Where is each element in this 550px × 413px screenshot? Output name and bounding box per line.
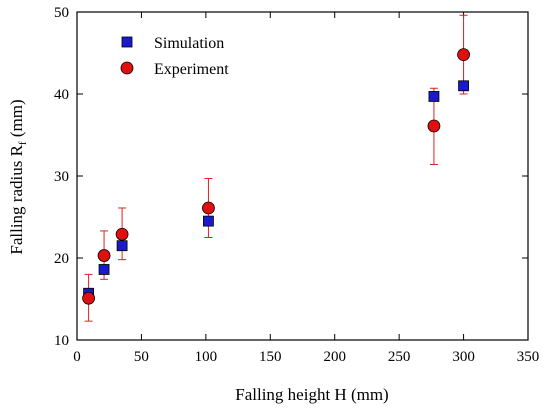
simulation-point [203,215,214,227]
experiment-point [457,48,470,62]
x-tick-label: 100 [195,349,218,365]
experiment-point [115,227,129,241]
y-tick-label: 50 [54,5,69,21]
simulation-point [98,264,110,275]
x-tick-label: 250 [388,349,411,365]
simulation-point [458,80,469,92]
x-tick-label: 0 [73,349,81,365]
legend-marker-square [121,36,133,48]
y-axis-label: Falling radius Rf (mm) [7,99,29,254]
simulation-point [428,91,440,102]
x-tick-label: 350 [517,349,540,365]
plot-frame [76,11,529,341]
x-tick-label: 300 [452,349,475,365]
y-tick-label: 30 [54,169,69,185]
x-tick-label: 200 [323,349,346,365]
legend-marker-circle [120,61,134,75]
y-tick-label: 10 [54,333,69,349]
y-axis-label-sub: f [17,141,29,145]
y-tick-label: 20 [54,251,69,267]
legend-label: Experiment [154,61,229,78]
experiment-point [82,291,95,305]
simulation-point [116,240,128,252]
y-axis-label-main: Falling radius R [7,144,26,254]
experiment-point [97,249,111,262]
y-tick-label: 40 [54,87,69,103]
x-tick-label: 150 [259,349,282,365]
legend-label: Simulation [154,35,224,52]
x-tick-label: 50 [134,349,149,365]
experiment-point [202,201,215,215]
experiment-point [427,119,441,133]
y-axis-label-unit: (mm) [7,99,26,141]
x-axis-label: Falling height H (mm) [235,385,388,404]
